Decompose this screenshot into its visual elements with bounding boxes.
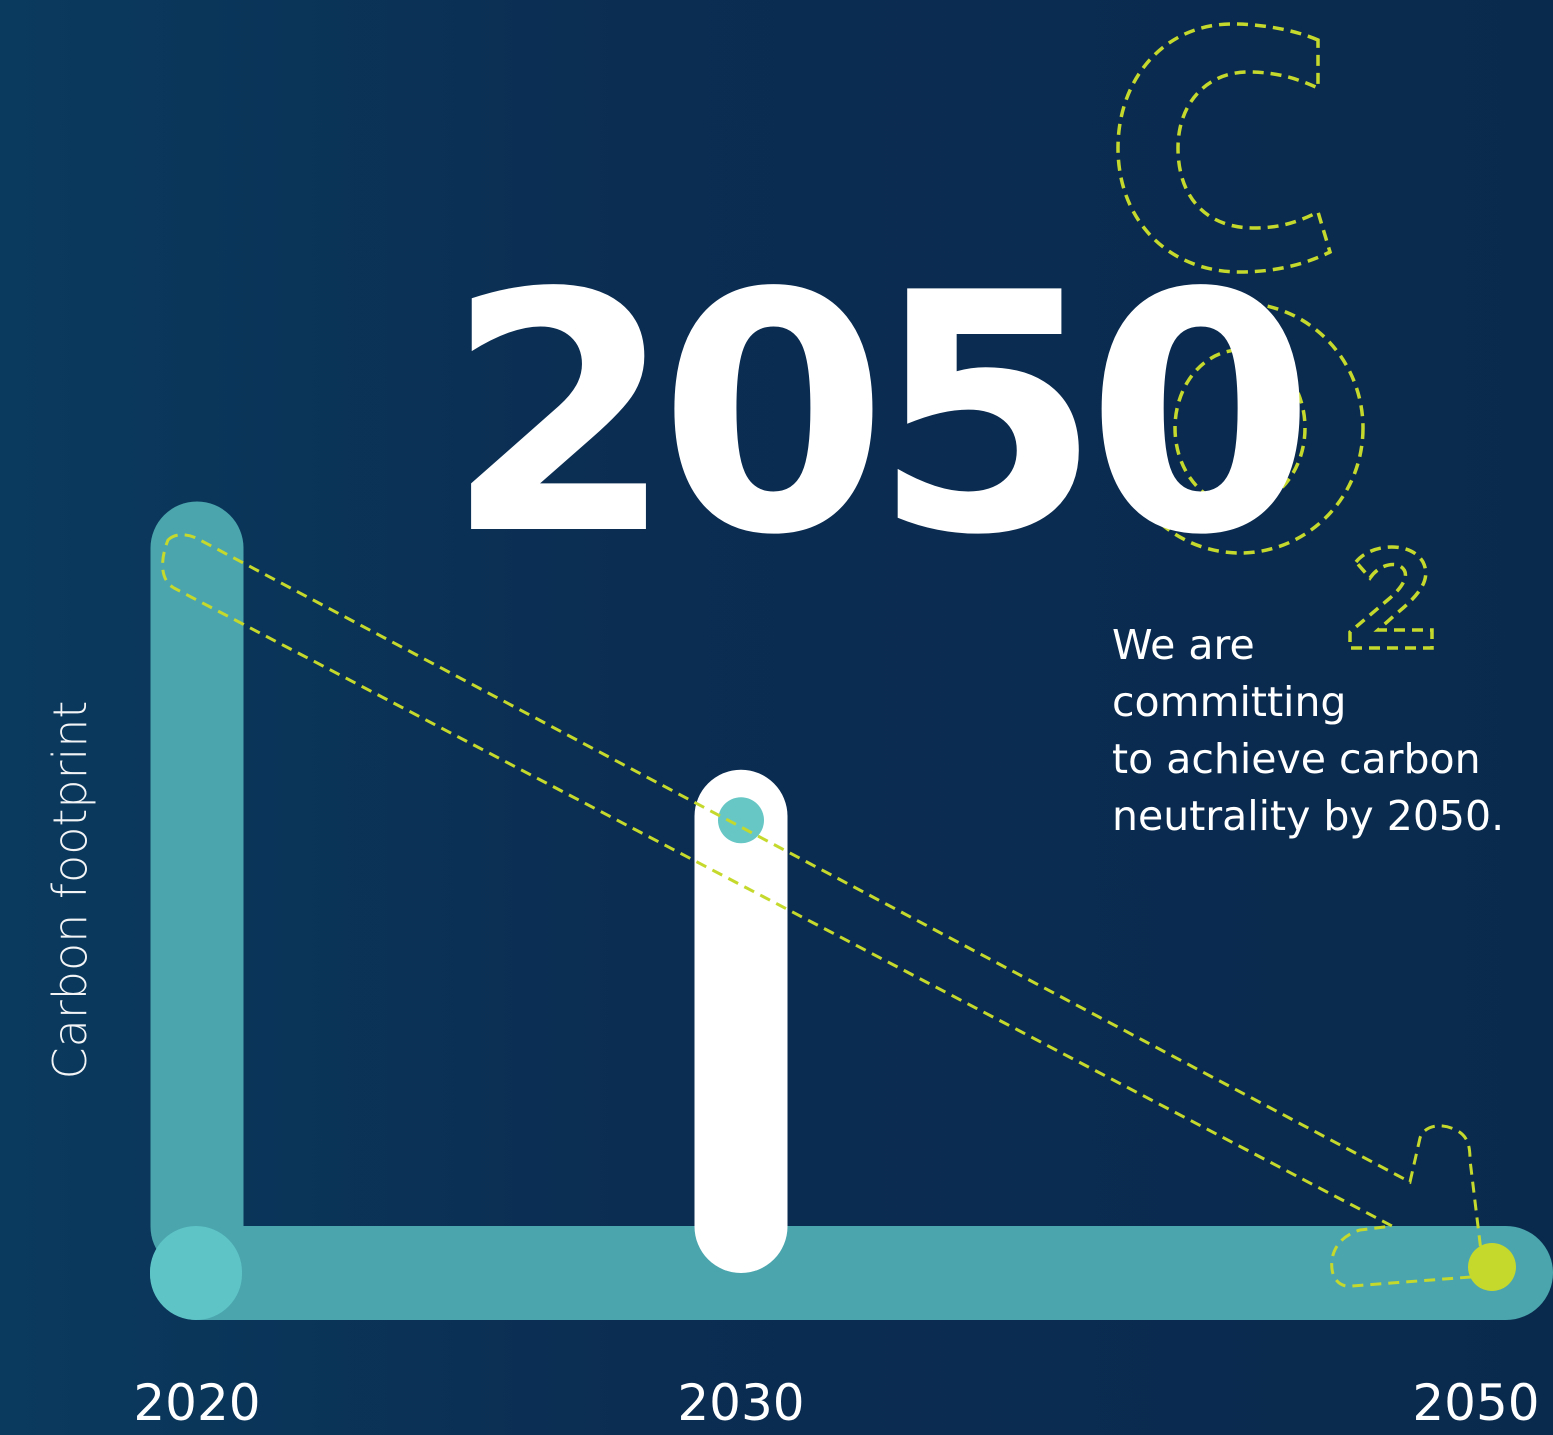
x-tick-2050: 2050 bbox=[1412, 1374, 1540, 1432]
co2-digit-2 bbox=[1348, 545, 1434, 650]
x-tick-2020: 2020 bbox=[133, 1374, 261, 1432]
trend-arrow bbox=[161, 533, 1486, 1288]
x-axis-bar bbox=[150, 1226, 1553, 1320]
bar-2020 bbox=[150, 501, 244, 1273]
point-2050 bbox=[1468, 1243, 1516, 1291]
co2-letter-c bbox=[1116, 22, 1333, 274]
co2-letter-o-inner bbox=[1173, 348, 1307, 508]
co2-outline-mark bbox=[1115, 22, 1434, 650]
y-axis-label: Carbon footprint bbox=[43, 700, 97, 1080]
axis-origin-cap bbox=[150, 1226, 242, 1320]
x-tick-2030: 2030 bbox=[677, 1374, 805, 1432]
point-2030 bbox=[718, 797, 764, 844]
headline-year: 2050 bbox=[445, 223, 1315, 607]
commitment-statement: We are committing to achieve carbon neut… bbox=[1112, 621, 1505, 840]
co2-letter-o-outer bbox=[1115, 301, 1365, 555]
bar-2030 bbox=[694, 769, 788, 1273]
